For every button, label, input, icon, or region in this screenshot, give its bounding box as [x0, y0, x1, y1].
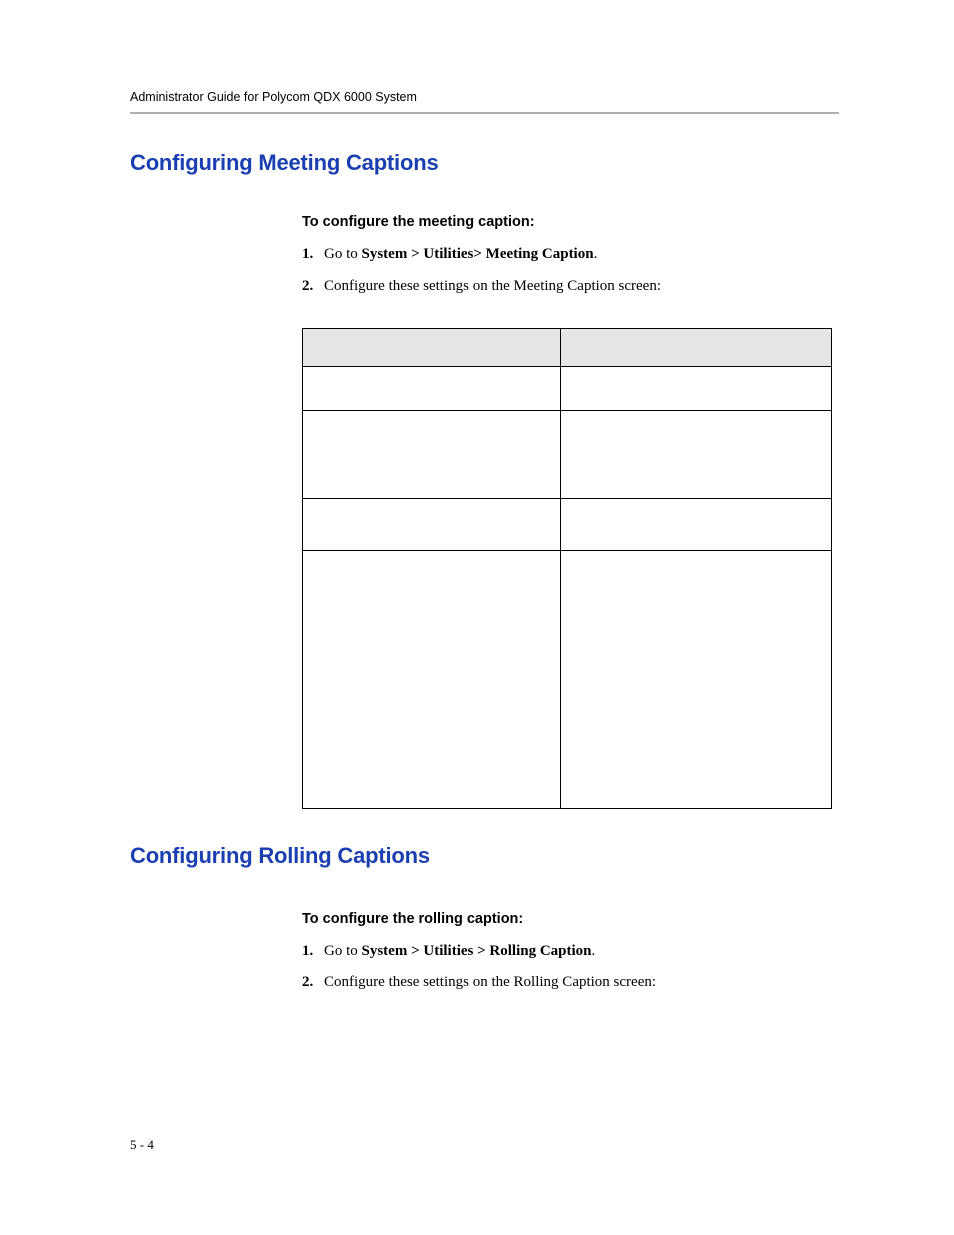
table-body	[303, 366, 832, 808]
settings-table-1	[302, 328, 832, 809]
list-text: Configure these settings on the Meeting …	[324, 276, 839, 298]
table-row	[303, 366, 832, 410]
table-cell	[303, 410, 561, 498]
section-heading-meeting-captions: Configuring Meeting Captions	[130, 150, 839, 176]
list-item: 2. Configure these settings on the Rolli…	[302, 972, 839, 994]
list-text: Go to System > Utilities> Meeting Captio…	[324, 244, 839, 266]
table-cell	[303, 366, 561, 410]
table-row	[303, 498, 832, 550]
step-bold: System > Utilities> Meeting Caption	[362, 246, 594, 262]
table-cell	[303, 550, 561, 808]
procedure-title-2: To configure the rolling caption:	[302, 911, 839, 927]
table-row	[303, 410, 832, 498]
list-text: Configure these settings on the Rolling …	[324, 972, 839, 994]
procedure-block-2: To configure the rolling caption: 1. Go …	[302, 911, 839, 995]
step-prefix: Go to	[324, 943, 362, 959]
header-rule	[130, 112, 839, 114]
section-heading-rolling-captions: Configuring Rolling Captions	[130, 843, 839, 869]
table-cell	[560, 410, 832, 498]
list-item: 1. Go to System > Utilities > Rolling Ca…	[302, 941, 839, 963]
procedure-block-1: To configure the meeting caption: 1. Go …	[302, 214, 839, 298]
table-cell	[560, 366, 832, 410]
table-row	[303, 550, 832, 808]
list-number: 1.	[302, 244, 324, 266]
list-number: 1.	[302, 941, 324, 963]
table-header-row	[303, 328, 832, 366]
table-cell	[560, 550, 832, 808]
step-prefix: Configure these settings on the Rolling …	[324, 974, 656, 990]
table-header-cell	[560, 328, 832, 366]
procedure-title-1: To configure the meeting caption:	[302, 214, 839, 230]
table-header-cell	[303, 328, 561, 366]
table-cell	[303, 498, 561, 550]
ordered-list-2: 1. Go to System > Utilities > Rolling Ca…	[302, 941, 839, 995]
list-item: 1. Go to System > Utilities> Meeting Cap…	[302, 244, 839, 266]
ordered-list-1: 1. Go to System > Utilities> Meeting Cap…	[302, 244, 839, 298]
list-text: Go to System > Utilities > Rolling Capti…	[324, 941, 839, 963]
page-number: 5 - 4	[130, 1137, 154, 1153]
list-number: 2.	[302, 276, 324, 298]
step-prefix: Configure these settings on the Meeting …	[324, 278, 661, 294]
step-prefix: Go to	[324, 246, 362, 262]
page: Administrator Guide for Polycom QDX 6000…	[0, 0, 954, 1235]
running-header: Administrator Guide for Polycom QDX 6000…	[130, 90, 839, 104]
step-suffix: .	[592, 943, 596, 959]
step-bold: System > Utilities > Rolling Caption	[362, 943, 592, 959]
table-cell	[560, 498, 832, 550]
step-suffix: .	[594, 246, 598, 262]
list-item: 2. Configure these settings on the Meeti…	[302, 276, 839, 298]
list-number: 2.	[302, 972, 324, 994]
